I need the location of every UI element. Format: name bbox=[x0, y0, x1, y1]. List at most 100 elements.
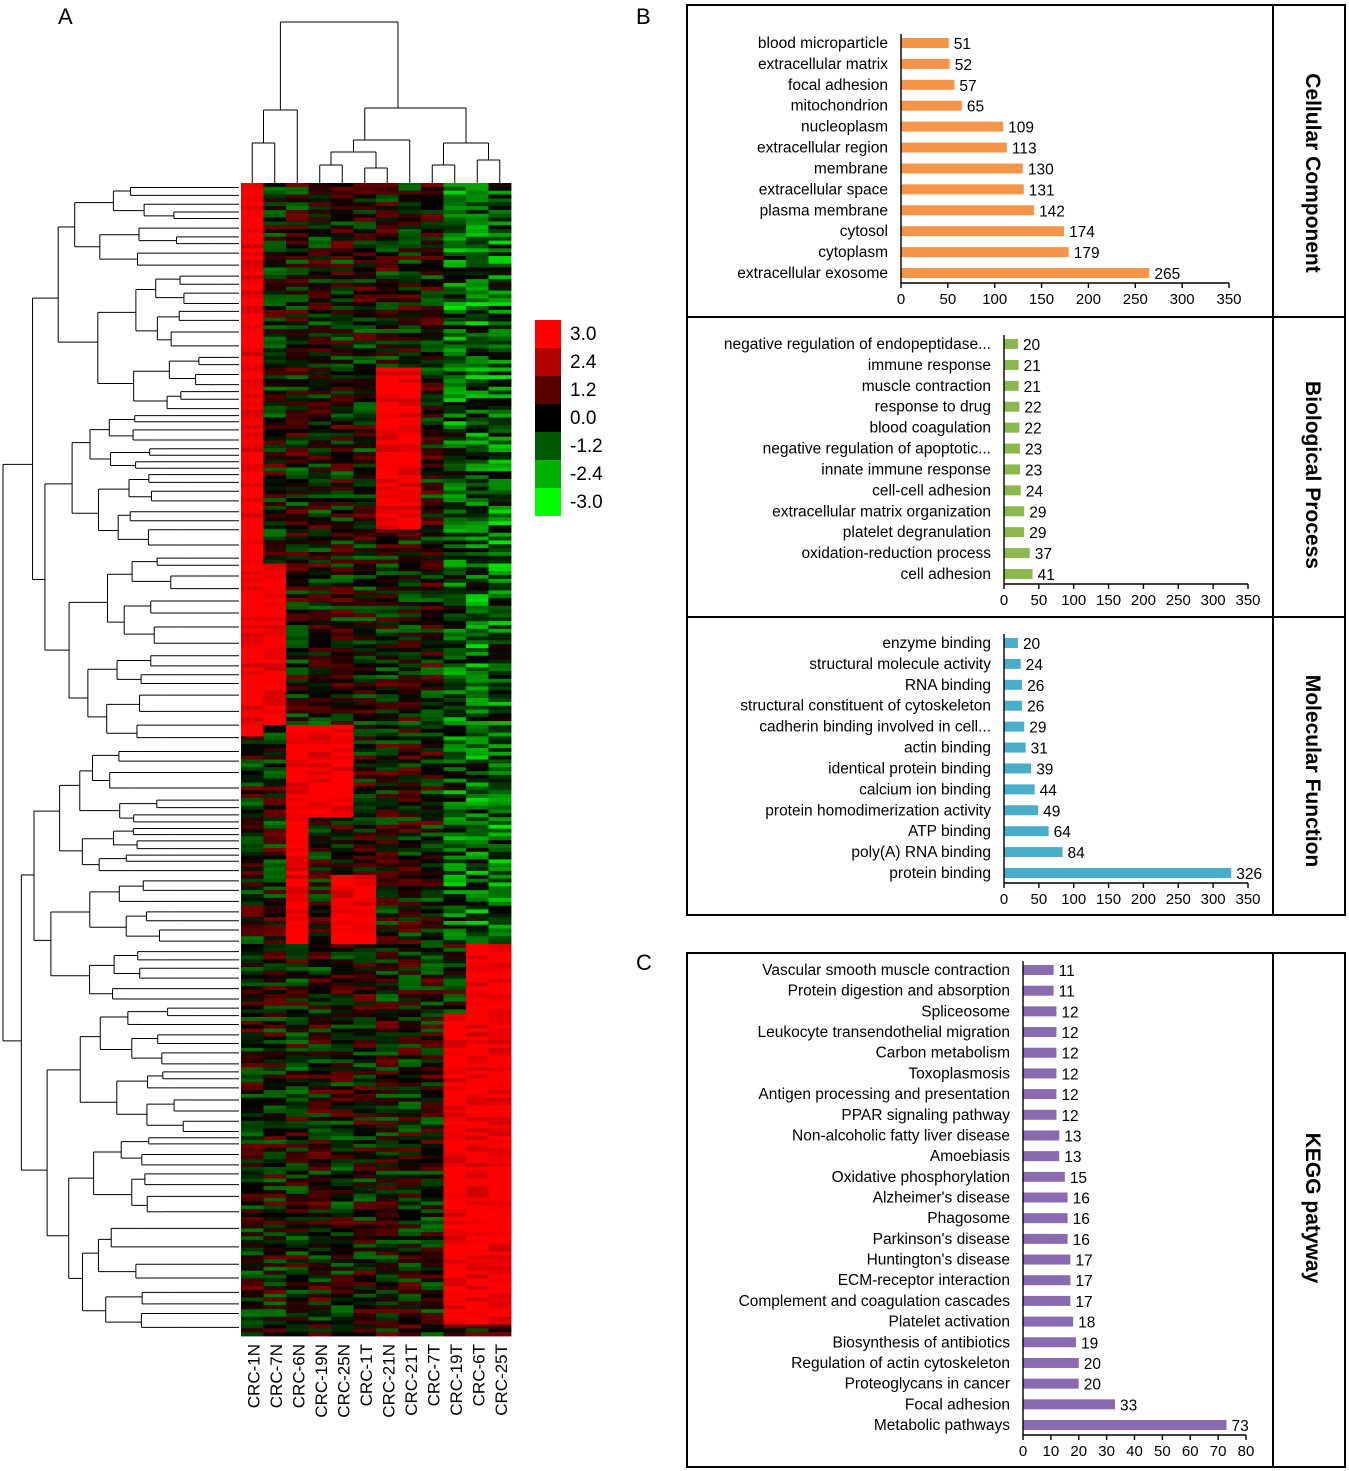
heatmap-cell bbox=[443, 836, 467, 841]
heatmap-cell bbox=[376, 1036, 399, 1041]
bp-category-label: oxidation-reduction process bbox=[801, 545, 991, 562]
heatmap-cell bbox=[466, 425, 489, 430]
heatmap-cell bbox=[466, 394, 489, 399]
heatmap-cell bbox=[376, 532, 399, 537]
heatmap-cell bbox=[286, 190, 309, 195]
heatmap-cell bbox=[353, 836, 377, 841]
heatmap-cell bbox=[263, 678, 287, 684]
heatmap-cell bbox=[398, 867, 422, 872]
heatmap-cell bbox=[488, 217, 512, 222]
heatmap-cell bbox=[421, 1063, 444, 1068]
heatmap-cell bbox=[488, 498, 512, 503]
heatmap-cell bbox=[466, 225, 489, 230]
heatmap-cell bbox=[241, 248, 264, 253]
heatmap-cell bbox=[286, 694, 309, 699]
heatmap-cell bbox=[376, 202, 399, 207]
kegg-bar bbox=[1023, 1130, 1060, 1141]
heatmap-cell bbox=[443, 282, 467, 288]
heatmap-cell bbox=[421, 355, 444, 361]
heatmap-cell bbox=[421, 859, 444, 864]
heatmap-cell bbox=[421, 252, 444, 257]
heatmap-cell bbox=[263, 970, 287, 976]
heatmap-cell bbox=[488, 1139, 512, 1145]
heatmap-cell bbox=[263, 686, 287, 691]
heatmap-cell bbox=[308, 1105, 332, 1110]
heatmap-cell bbox=[263, 701, 287, 707]
heatmap-cell bbox=[376, 1297, 399, 1302]
heatmap-cell bbox=[421, 594, 444, 599]
heatmap-cell bbox=[443, 659, 467, 664]
heatmap-cell bbox=[308, 1032, 332, 1037]
heatmap-cell bbox=[443, 1132, 467, 1137]
heatmap-cell bbox=[421, 1139, 444, 1145]
heatmap-cell bbox=[443, 275, 467, 280]
heatmap-cell bbox=[443, 651, 467, 657]
heatmap-cell bbox=[331, 1139, 354, 1145]
heatmap-cell bbox=[286, 1332, 309, 1337]
heatmap-cell bbox=[263, 1251, 287, 1256]
heatmap-cell bbox=[443, 782, 467, 787]
heatmap-cell bbox=[443, 886, 467, 891]
heatmap-cell bbox=[286, 601, 309, 607]
heatmap-cell bbox=[466, 920, 489, 926]
heatmap-cell bbox=[331, 575, 354, 580]
heatmap-cell bbox=[308, 590, 332, 595]
heatmap-cell bbox=[466, 221, 489, 226]
heatmap-cell bbox=[286, 840, 309, 845]
heatmap-cell bbox=[443, 1166, 467, 1172]
heatmap-cell bbox=[443, 967, 467, 972]
heatmap-column-label: CRC-1N bbox=[244, 1344, 263, 1408]
heatmap-cell bbox=[308, 824, 332, 830]
heatmap-cell bbox=[263, 1113, 287, 1118]
heatmap-cell bbox=[263, 717, 287, 722]
heatmap-cell bbox=[263, 840, 287, 845]
heatmap-cell bbox=[286, 578, 309, 584]
heatmap-cell bbox=[488, 1147, 512, 1152]
heatmap-cell bbox=[421, 1066, 444, 1072]
heatmap-cell bbox=[421, 797, 444, 803]
heatmap-cell bbox=[263, 1182, 287, 1187]
heatmap-cell bbox=[466, 405, 489, 411]
heatmap-cell bbox=[421, 279, 444, 284]
kegg-x-tick-label: 0 bbox=[1019, 1443, 1027, 1460]
heatmap-cell bbox=[421, 1251, 444, 1256]
heatmap-cell bbox=[466, 947, 489, 953]
heatmap-cell bbox=[466, 1328, 489, 1333]
bp-x-tick-label: 150 bbox=[1096, 592, 1121, 609]
heatmap-cell bbox=[241, 1136, 264, 1141]
heatmap-cell bbox=[308, 1093, 332, 1099]
heatmap-cell bbox=[331, 970, 354, 976]
heatmap-cell bbox=[286, 421, 309, 426]
heatmap-cell bbox=[263, 217, 287, 222]
heatmap-cell bbox=[398, 467, 422, 472]
heatmap-cell bbox=[308, 678, 332, 684]
heatmap-cell bbox=[398, 886, 422, 891]
heatmap-cell bbox=[353, 901, 377, 906]
cc-x-tick-label: 0 bbox=[897, 291, 905, 308]
heatmap-cell bbox=[488, 1028, 512, 1033]
heatmap-cell bbox=[488, 525, 512, 530]
heatmap-cell bbox=[488, 1017, 512, 1022]
heatmap-cell bbox=[421, 590, 444, 595]
heatmap-cell bbox=[488, 275, 512, 280]
heatmap-cell bbox=[241, 717, 264, 722]
heatmap-cell bbox=[331, 894, 354, 899]
heatmap-cell bbox=[421, 1205, 444, 1210]
heatmap-cell bbox=[241, 709, 264, 714]
heatmap-cell bbox=[286, 575, 309, 580]
heatmap-cell bbox=[488, 751, 512, 757]
heatmap-cell bbox=[353, 805, 377, 810]
heatmap-cell bbox=[466, 352, 489, 357]
heatmap-cell bbox=[308, 567, 332, 572]
heatmap-cell bbox=[353, 813, 377, 818]
heatmap-cell bbox=[331, 924, 354, 930]
heatmap-cell bbox=[331, 452, 354, 457]
heatmap-cell bbox=[286, 1197, 309, 1202]
heatmap-cell bbox=[488, 521, 512, 526]
heatmap-cell bbox=[421, 190, 444, 195]
heatmap-cell bbox=[488, 1170, 512, 1175]
heatmap-cell bbox=[353, 413, 377, 418]
heatmap-cell bbox=[488, 282, 512, 288]
heatmap-cell bbox=[488, 894, 512, 899]
heatmap-cell bbox=[308, 774, 332, 780]
